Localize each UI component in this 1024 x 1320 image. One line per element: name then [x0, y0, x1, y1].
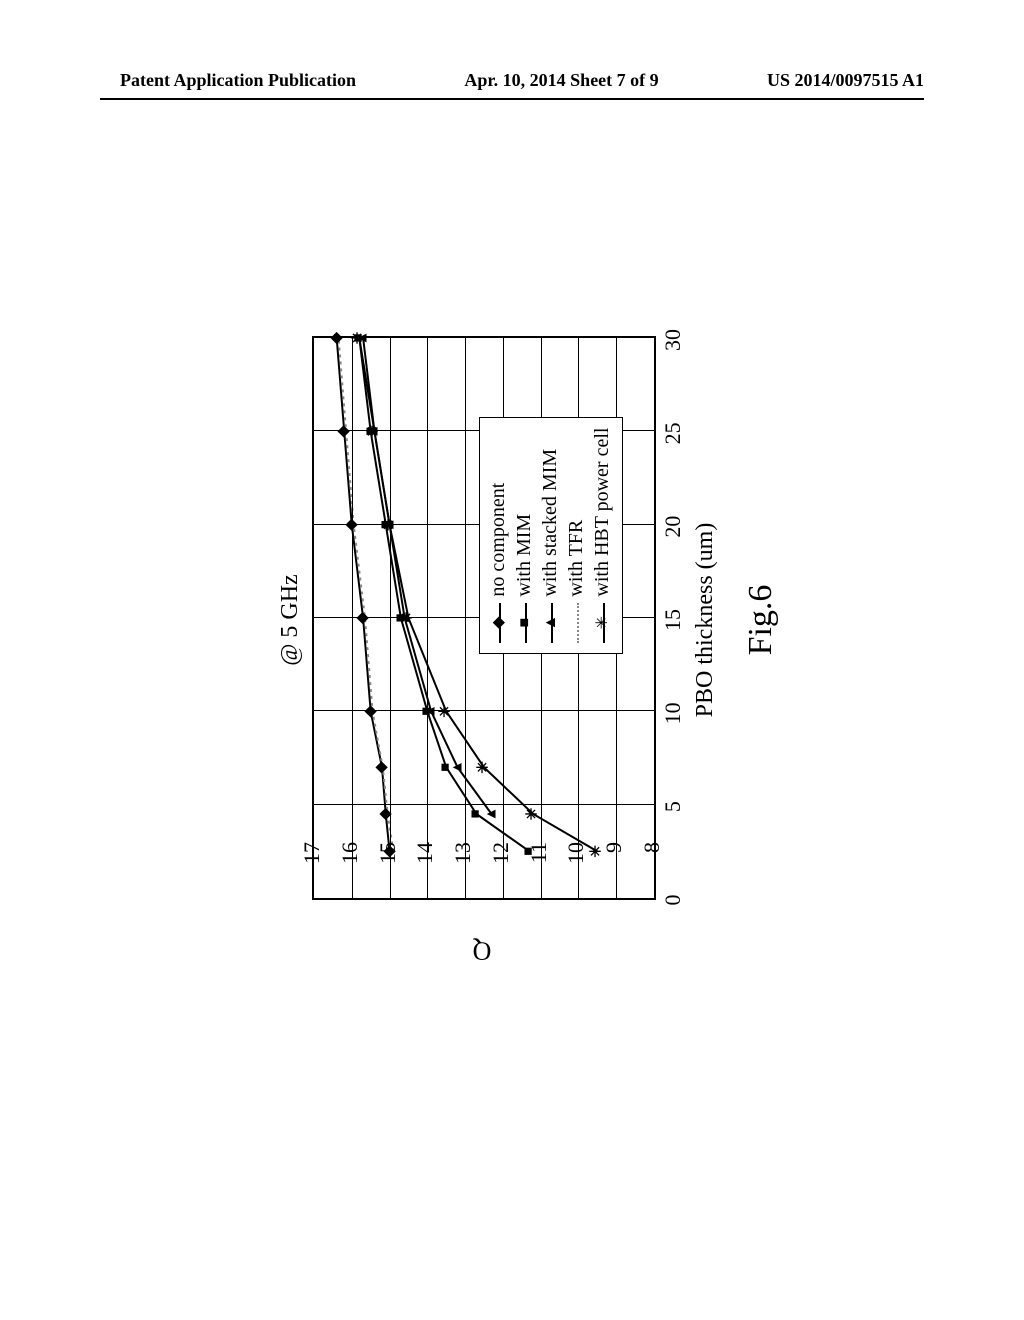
data-marker: ◆ [344, 519, 359, 531]
ytick-label: 9 [601, 842, 627, 892]
legend-row: with TFR [564, 428, 590, 643]
data-marker: ▲ [450, 760, 465, 775]
ytick-label: 16 [337, 842, 363, 892]
gridline-h [352, 338, 353, 898]
data-marker: ◆ [337, 426, 352, 438]
figure-6: @ 5 GHz Q PBO thickness (um) Fig.6 ◆◆◆◆◆… [272, 270, 752, 970]
legend-label: with TFR [565, 520, 588, 597]
data-marker: ✳ [382, 518, 397, 531]
legend-swatch: ▲ [541, 603, 561, 643]
page-header: Patent Application Publication Apr. 10, … [0, 70, 1024, 91]
ytick-label: 15 [375, 842, 401, 892]
gridline-v [314, 804, 654, 805]
ytick-label: 8 [639, 842, 665, 892]
ytick-label: 14 [412, 842, 438, 892]
data-marker: ◆ [329, 332, 344, 344]
header-right: US 2014/0097515 A1 [767, 70, 924, 91]
data-marker: ◆ [375, 762, 390, 774]
legend-label: with stacked MIM [539, 449, 562, 597]
data-marker: ◆ [356, 612, 371, 624]
legend-row: ▲ with stacked MIM [538, 428, 564, 643]
ytick-label: 11 [526, 842, 552, 892]
data-marker: ■ [469, 809, 484, 818]
chart: @ 5 GHz Q PBO thickness (um) Fig.6 ◆◆◆◆◆… [272, 270, 752, 970]
ytick-label: 17 [299, 842, 325, 892]
y-axis-label: Q [473, 936, 492, 966]
chart-title: @ 5 GHz [277, 574, 304, 665]
ytick-label: 13 [450, 842, 476, 892]
xtick-label: 15 [660, 609, 686, 631]
xtick-label: 0 [660, 895, 686, 906]
gridline-h [465, 338, 466, 898]
header-left: Patent Application Publication [120, 70, 356, 91]
legend-label: with MIM [513, 514, 536, 597]
data-marker: ✳ [352, 332, 367, 345]
data-marker: ◆ [378, 808, 393, 820]
legend: ◆no component■with MIM▲with stacked MIMw… [479, 417, 623, 654]
data-marker: ✳ [477, 761, 492, 774]
data-marker: ✳ [401, 612, 416, 625]
data-marker: ✳ [526, 808, 541, 821]
legend-row: ◆ no component [486, 428, 512, 643]
ytick-label: 10 [563, 842, 589, 892]
header-rule [100, 98, 924, 100]
data-marker: ✳ [439, 705, 454, 718]
legend-swatch: ■ [515, 603, 535, 643]
legend-label: with HBT power cell [591, 428, 614, 597]
figure-caption: Fig.6 [742, 585, 780, 656]
xtick-label: 30 [660, 329, 686, 351]
xtick-label: 20 [660, 516, 686, 538]
xtick-label: 5 [660, 801, 686, 812]
data-marker: ▲ [484, 807, 499, 822]
gridline-h [427, 338, 428, 898]
legend-swatch: ✳ [593, 603, 613, 643]
ytick-label: 12 [488, 842, 514, 892]
xtick-label: 10 [660, 702, 686, 724]
legend-row: ✳ with HBT power cell [590, 428, 616, 643]
patent-page: Patent Application Publication Apr. 10, … [0, 0, 1024, 1320]
header-center: Apr. 10, 2014 Sheet 7 of 9 [464, 70, 658, 91]
legend-swatch [567, 603, 587, 643]
data-marker: ▲ [424, 704, 439, 719]
x-axis-label: PBO thickness (um) [692, 523, 719, 718]
legend-swatch: ◆ [489, 603, 509, 643]
data-marker: ◆ [363, 706, 378, 718]
xtick-label: 25 [660, 422, 686, 444]
legend-label: no component [487, 483, 510, 597]
data-marker: ✳ [367, 425, 382, 438]
legend-row: ■ with MIM [512, 428, 538, 643]
